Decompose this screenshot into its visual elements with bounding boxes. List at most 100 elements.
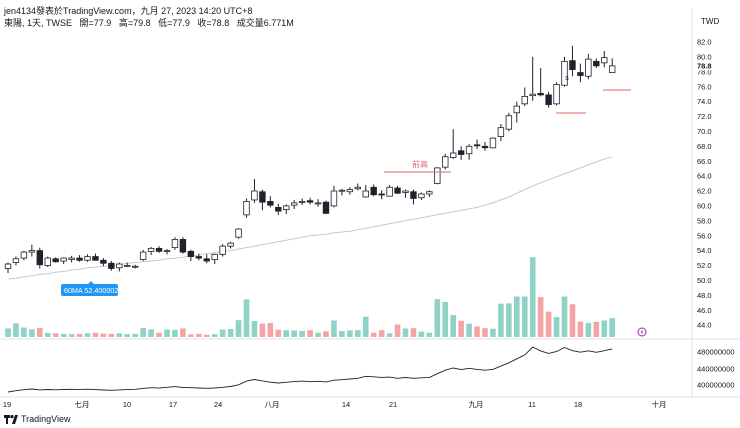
candle-body xyxy=(306,200,314,203)
price-tick-label: 76.0 xyxy=(697,82,712,91)
volume-bar xyxy=(21,327,27,337)
footer-brand[interactable]: TradingView xyxy=(21,414,71,424)
candle-body xyxy=(370,186,377,196)
price-tick-label: 78.0 xyxy=(697,67,712,76)
volume-bar xyxy=(52,333,59,337)
volume-bar xyxy=(275,329,282,337)
candle-body xyxy=(513,105,520,114)
candle-body xyxy=(219,245,226,255)
candle-body xyxy=(577,72,584,76)
price-tick-label: 50.0 xyxy=(697,276,712,285)
volume-bar xyxy=(386,333,393,337)
price-tick-label: 72.0 xyxy=(697,112,712,121)
volume-bar xyxy=(44,333,51,337)
candle-body xyxy=(259,191,266,203)
tradingview-footer: TradingView xyxy=(4,414,71,424)
candle-body xyxy=(322,201,330,214)
candle-body xyxy=(108,262,115,269)
volume-indicator-pane xyxy=(7,346,613,393)
volume-bar xyxy=(211,334,218,337)
candle-body xyxy=(28,250,36,253)
high-value: 高=79.8 xyxy=(118,18,151,28)
candle-body xyxy=(44,257,51,266)
volume-bar xyxy=(394,324,401,337)
volume-bar xyxy=(537,297,544,337)
volume-bar xyxy=(545,311,552,337)
volume-bar xyxy=(84,333,91,337)
candle-body xyxy=(338,189,346,192)
price-tick-label: 46.0 xyxy=(697,306,712,315)
candle-body xyxy=(314,202,322,205)
candle-body xyxy=(601,57,608,64)
volume-bar xyxy=(227,329,234,337)
candle-body xyxy=(609,65,616,73)
volume-bar xyxy=(180,328,186,337)
volume-bar xyxy=(251,321,258,337)
volume-bar xyxy=(402,328,409,337)
candle-body xyxy=(251,190,258,201)
volume-bar xyxy=(378,330,385,337)
indicator-line xyxy=(7,346,613,393)
time-axis-label: 10 xyxy=(123,400,131,409)
author-line: jen4134發表於TradingView.com，九月 27, 2023 14… xyxy=(4,6,253,16)
candle-body xyxy=(139,251,147,260)
candle-body xyxy=(124,265,131,267)
price-tick-label: 44.0 xyxy=(697,321,712,330)
symbol-label[interactable]: 東陽, 1天, TWSE xyxy=(4,18,73,28)
volume-bar xyxy=(235,320,242,337)
ma-badge-label: 60MA 52.400002 xyxy=(64,286,118,295)
candle-body xyxy=(489,137,497,149)
candle-body xyxy=(442,156,449,168)
volume-bar xyxy=(299,331,305,337)
candle-body xyxy=(465,145,473,155)
signal-marker: s xyxy=(565,75,569,82)
price-tick-label: 62.0 xyxy=(697,187,712,196)
candle-body xyxy=(561,60,568,86)
volume-bar xyxy=(466,323,472,337)
volume-bar xyxy=(5,328,11,337)
volume-bar xyxy=(307,330,313,337)
volume-bar xyxy=(76,333,83,337)
volume-bar xyxy=(116,333,123,337)
volume-bar xyxy=(140,327,146,337)
last-price-label: 78.8 xyxy=(697,61,712,70)
volume-bar xyxy=(458,320,464,337)
volume-bar xyxy=(506,303,512,337)
candle-body xyxy=(275,206,282,212)
candles xyxy=(4,45,616,273)
volume-bar xyxy=(450,315,456,337)
candle-body xyxy=(68,257,75,260)
volume-bar xyxy=(410,328,417,337)
price-tick-label: 70.0 xyxy=(697,127,712,136)
resistance-label: 前高 xyxy=(412,159,428,169)
candle-body xyxy=(346,189,354,193)
price-tick-label: 54.0 xyxy=(697,246,712,255)
candle-body xyxy=(163,250,171,253)
volume-bar xyxy=(156,332,162,337)
axes: 44.0 46.0 48.0 50.0 52.0 54.0 56.0 58.0 60.0 62.0… xyxy=(0,8,740,409)
candle-body xyxy=(402,190,409,193)
lightning-glyph xyxy=(640,329,644,335)
indicator-tick-label: 480000000 xyxy=(697,348,735,357)
time-axis-label: 11 xyxy=(528,400,536,409)
candle-body xyxy=(195,256,202,259)
volume-value: 成交量6.771M xyxy=(236,18,294,28)
time-axis-label: 七月 xyxy=(75,400,90,409)
volume-bar xyxy=(347,330,353,337)
candle-body xyxy=(545,94,552,105)
candle-body xyxy=(76,257,83,261)
price-tick-label: 48.0 xyxy=(697,291,712,300)
candle-body xyxy=(203,258,210,262)
volume-bar xyxy=(203,334,210,337)
candle-body xyxy=(4,263,12,269)
volume-bar xyxy=(267,323,274,337)
volume-bar xyxy=(553,317,560,337)
volume-bar xyxy=(315,332,321,337)
price-tick-label: 74.0 xyxy=(697,97,712,106)
price-tick-label: 82.0 xyxy=(697,38,712,47)
volume-bar xyxy=(601,320,608,337)
volume-bar xyxy=(370,332,377,337)
candle-body xyxy=(243,201,250,216)
